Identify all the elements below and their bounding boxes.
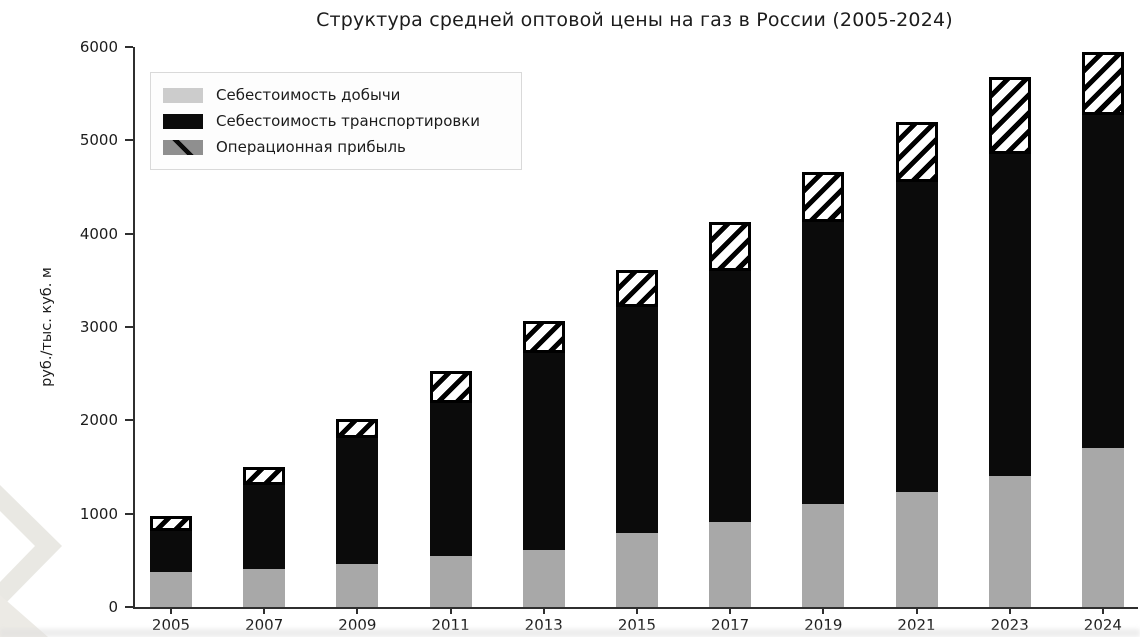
y-tick-mark (125, 139, 133, 142)
bar-group-2009: 2009 (336, 419, 379, 634)
legend-item-production: Себестоимость добычи (163, 82, 509, 108)
bar-segment-production-cost (150, 571, 192, 607)
scan-artifact-band (0, 629, 1140, 637)
bar-segment-transport-cost (895, 182, 938, 493)
y-tick-label: 4000 (79, 224, 118, 243)
y-tick-mark (125, 46, 133, 48)
legend-swatch-transport (163, 113, 203, 129)
bar-group-2019: 2019 (802, 172, 845, 634)
legend-item-profit: Операционная прибыль (163, 134, 509, 160)
bar-segment-transport-cost (243, 484, 286, 569)
legend-label-transport: Себестоимость транспортировки (216, 112, 481, 130)
x-tick-mark (635, 609, 638, 614)
bar-segment-production-cost (336, 564, 379, 607)
bar-group-2023: 2023 (988, 76, 1031, 634)
x-tick-mark (263, 609, 266, 614)
bar-segment-transport-cost (429, 402, 472, 556)
legend-label-production: Себестоимость добычи (216, 86, 401, 104)
legend: Себестоимость добычи Себестоимость транс… (150, 72, 522, 170)
legend-swatch-profit (163, 139, 203, 155)
bar-segment-transport-cost (522, 353, 565, 551)
bar-segment-operating-profit (615, 270, 658, 308)
bar-group-2011: 2011 (429, 370, 472, 634)
bar-segment-production-cost (522, 550, 565, 607)
y-tick-mark (125, 326, 133, 328)
y-tick-label: 0 (108, 598, 118, 616)
x-tick-mark (356, 609, 359, 614)
bar-segment-production-cost (895, 492, 938, 607)
bar-segment-production-cost (802, 504, 845, 607)
chart-title: Структура средней оптовой цены на газ в … (316, 9, 953, 31)
bar-group-2007: 2007 (243, 467, 286, 634)
bar-segment-operating-profit (336, 419, 379, 439)
y-tick-label: 5000 (79, 131, 118, 150)
x-tick-mark (1101, 609, 1104, 614)
bar-segment-operating-profit (150, 515, 192, 532)
bar-segment-transport-cost (336, 438, 379, 565)
bar-segment-production-cost (988, 476, 1031, 607)
x-tick-mark (729, 609, 732, 614)
y-tick-label: 2000 (79, 411, 118, 430)
bar-segment-production-cost (709, 522, 752, 607)
bar-segment-operating-profit (522, 320, 565, 354)
bar-group-2017: 2017 (709, 221, 752, 634)
plot-area (133, 47, 1138, 609)
bar-segment-operating-profit (895, 121, 938, 183)
x-tick-mark (822, 609, 825, 614)
x-tick-mark (915, 609, 918, 614)
x-tick-mark (449, 609, 452, 614)
bar-segment-production-cost (1081, 448, 1124, 607)
bar-group-2013: 2013 (522, 320, 565, 634)
legend-label-profit: Операционная прибыль (216, 138, 406, 156)
bar-segment-transport-cost (988, 154, 1031, 477)
legend-swatch-production (163, 87, 203, 103)
bar-group-2005: 2005 (150, 515, 192, 634)
bar-segment-transport-cost (802, 221, 845, 505)
y-tick-label: 1000 (79, 504, 118, 523)
bar-segment-production-cost (429, 555, 472, 607)
bar-segment-operating-profit (429, 370, 472, 403)
x-tick-mark (542, 609, 545, 614)
x-tick-mark (1008, 609, 1011, 614)
y-tick-mark (125, 419, 133, 422)
bar-segment-operating-profit (709, 221, 752, 272)
bar-segment-operating-profit (1081, 51, 1124, 116)
y-tick-label: 6000 (79, 38, 118, 56)
bar-segment-transport-cost (709, 271, 752, 523)
x-tick-mark (170, 609, 172, 614)
bar-segment-operating-profit (243, 467, 286, 485)
bar-segment-production-cost (243, 568, 286, 607)
bar-segment-operating-profit (988, 76, 1031, 155)
y-tick-mark (125, 512, 133, 515)
bar-segment-operating-profit (802, 172, 845, 222)
bar-group-2015: 2015 (615, 270, 658, 634)
legend-item-transport: Себестоимость транспортировки (163, 108, 509, 134)
bar-group-2021: 2021 (895, 121, 938, 634)
y-tick-mark (125, 232, 133, 235)
bar-segment-transport-cost (150, 531, 192, 572)
bar-group-2024: 2024 (1081, 51, 1124, 634)
y-tick-label: 3000 (79, 318, 118, 336)
decorative-chevron (0, 485, 62, 637)
bar-segment-transport-cost (615, 307, 658, 534)
bar-segment-production-cost (615, 533, 658, 607)
bar-series-container: 2005 2007 2009 2011 2013 2015 2017 2019 2021 2023… (135, 47, 1136, 634)
bar-segment-transport-cost (1081, 115, 1124, 449)
y-tick-mark (125, 606, 133, 608)
